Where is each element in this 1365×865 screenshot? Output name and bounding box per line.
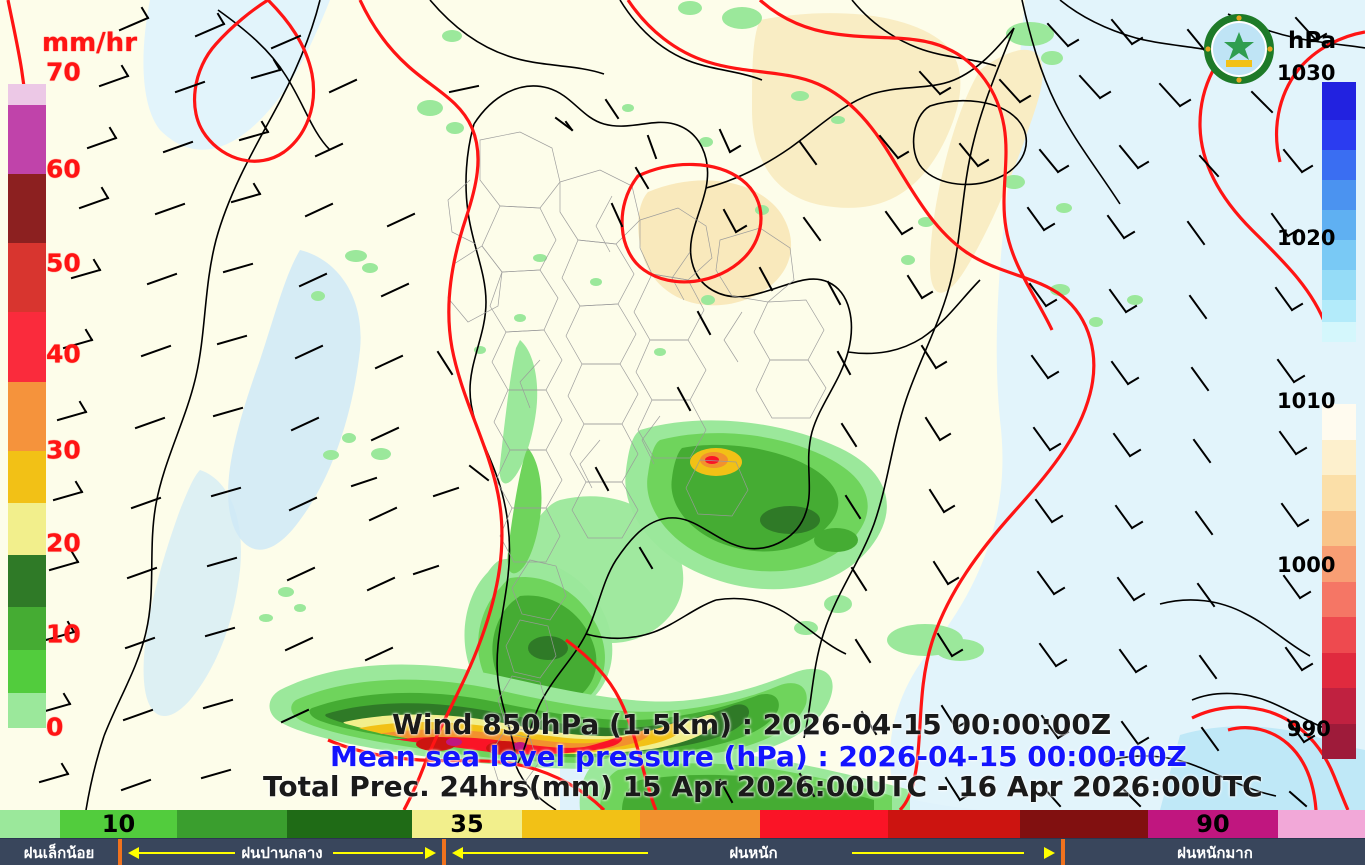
arrow-right-icon [425, 846, 436, 859]
scale-color-segment: 90 [1148, 810, 1278, 838]
precip-tick-label: 10 [46, 619, 81, 649]
title-total-precipitation: Total Prec. 24hrs(mm) 15 Apr 2026:00UTC … [263, 770, 1263, 803]
map-sea-regions [143, 0, 1365, 810]
pressure-color-segment [1322, 150, 1356, 180]
precip-tick-label: 0 [46, 712, 64, 742]
tmd-logo-icon[interactable] [1204, 14, 1274, 84]
map-svg [6, 0, 1365, 810]
arrow-line [139, 851, 235, 854]
pressure-color-segment [1322, 210, 1356, 240]
pressure-tick-label: 1020 [1277, 226, 1336, 250]
scale-color-segment [287, 810, 412, 838]
scale-color-segment: 35 [412, 810, 522, 838]
category-divider [442, 839, 446, 865]
precip-tick-label: 40 [46, 339, 81, 369]
precip-color-segment [8, 693, 46, 728]
precip-tick-label: 70 [46, 57, 81, 87]
precip-color-segment [8, 312, 46, 382]
precip-tick-label: 20 [46, 528, 81, 558]
pressure-colorbar-high [1322, 82, 1356, 342]
title-wind-850hpa: Wind 850hPa (1.5km) : 2026-04-15 00:00:0… [392, 708, 1112, 741]
arrow-right-icon [1044, 846, 1055, 859]
precipitation-category-bar: ฝนเล็กน้อย ฝนปานกลาง ฝนหนัก ฝนหนักมาก [0, 838, 1365, 865]
pressure-color-segment [1322, 546, 1356, 582]
scale-color-segment [1020, 810, 1148, 838]
rain-category: ฝนหนักมาก [1065, 839, 1365, 865]
pressure-color-segment [1322, 240, 1356, 270]
scale-color-segment: 10 [60, 810, 177, 838]
pressure-colorbar-low [1322, 404, 1356, 759]
precipitation-colorbar-vertical [8, 84, 46, 728]
scale-color-segment [640, 810, 760, 838]
rain-category: ฝนปานกลาง [122, 839, 442, 865]
scale-threshold-label: 35 [450, 810, 484, 838]
rain-category: ฝนหนัก [446, 839, 1061, 865]
pressure-color-segment [1322, 82, 1356, 120]
precip-color-segment [8, 502, 46, 555]
arrow-left-icon [128, 846, 139, 859]
rain-category-label: ฝนหนักมาก [1177, 843, 1253, 862]
map-precipitation-field [259, 1, 1143, 810]
precip-color-segment [8, 649, 46, 694]
scale-color-segment [888, 810, 1020, 838]
pressure-color-segment [1322, 300, 1356, 322]
pressure-color-segment [1322, 723, 1356, 759]
category-divider [118, 839, 122, 865]
precip-color-segment [8, 450, 46, 503]
category-divider [1061, 839, 1065, 865]
rain-category-label: ฝนหนัก [729, 843, 778, 862]
pressure-color-segment [1322, 120, 1356, 150]
precip-color-segment [8, 554, 46, 607]
weather-map-canvas[interactable]: mm/hr 70 60 50 40 30 20 10 0 hPa 1030 1020 1010 10… [0, 0, 1365, 810]
pressure-tick-label: 1010 [1277, 389, 1336, 413]
scale-color-segment [522, 810, 640, 838]
pressure-tick-label: 1030 [1277, 61, 1336, 85]
pressure-color-segment [1322, 581, 1356, 617]
scale-color-segment [0, 810, 60, 838]
pressure-color-segment [1322, 688, 1356, 724]
pressure-color-segment [1322, 180, 1356, 210]
precipitation-colorbar-unit: mm/hr [42, 28, 138, 58]
arrow-left-icon [452, 846, 463, 859]
rain-category-label: ฝนเล็กน้อย [23, 843, 95, 862]
pressure-color-segment [1322, 617, 1356, 653]
scale-color-segment [1278, 810, 1365, 838]
precip-tick-label: 60 [46, 154, 81, 184]
scale-color-segment [760, 810, 888, 838]
precip-color-segment [8, 381, 46, 451]
arrow-line [851, 851, 1025, 854]
pressure-tick-label: 990 [1287, 717, 1331, 741]
pressure-tick-label: 1000 [1277, 553, 1336, 577]
precipitation-scale-bar: 10 35 90 [0, 810, 1365, 838]
title-mean-sea-level-pressure: Mean sea level pressure (hPa) : 2026-04-… [330, 740, 1187, 773]
pressure-color-segment [1322, 439, 1356, 475]
precip-tick-label: 30 [46, 435, 81, 465]
arrow-line [463, 851, 648, 854]
scale-threshold-label: 10 [101, 810, 136, 838]
precip-color-segment [8, 243, 46, 313]
precip-color-segment [8, 104, 46, 174]
pressure-color-segment [1322, 510, 1356, 546]
map-country-borders [85, 0, 1365, 810]
rain-category: ฝนเล็กน้อย [0, 839, 118, 865]
precip-color-segment [8, 606, 46, 650]
pressure-colorbar-unit: hPa [1288, 28, 1337, 54]
pressure-color-segment [1322, 322, 1356, 342]
rain-category-label: ฝนปานกลาง [241, 843, 323, 862]
scale-color-segment [177, 810, 287, 838]
map-wind-barbs [38, 6, 1328, 808]
arrow-line [333, 851, 423, 854]
pressure-color-segment [1322, 652, 1356, 688]
precip-color-segment [8, 84, 46, 105]
precip-tick-label: 50 [46, 248, 81, 278]
precip-color-segment [8, 174, 46, 244]
pressure-color-segment [1322, 404, 1356, 440]
pressure-color-segment [1322, 475, 1356, 511]
pressure-color-segment [1322, 270, 1356, 300]
scale-threshold-label: 90 [1196, 810, 1230, 838]
